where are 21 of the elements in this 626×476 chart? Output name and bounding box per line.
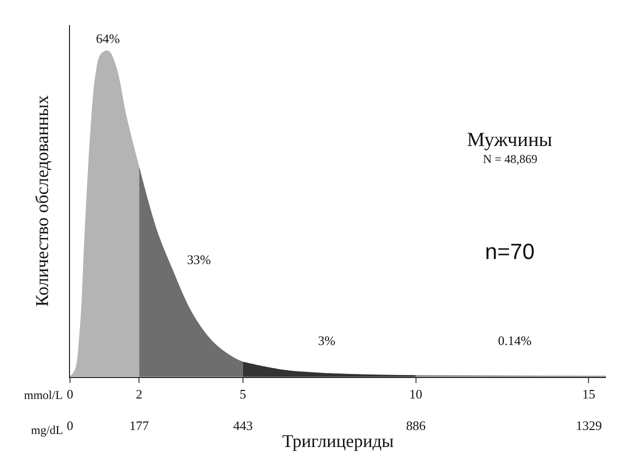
x2-tick-label: 1329: [576, 418, 602, 433]
x2-tick-label: 886: [406, 418, 426, 433]
annotation: N = 48,869: [483, 152, 538, 166]
x2-tick-label: 177: [129, 418, 150, 433]
text: mmol/L: [24, 388, 63, 402]
x-tick-label: 2: [136, 386, 142, 402]
y-axis-title: Количество обследованных: [32, 95, 52, 307]
x-tick-label: 0: [66, 386, 74, 402]
annotation: 0.14%: [498, 333, 532, 348]
annotation: 3%: [318, 333, 336, 348]
x-tick-label: 10: [409, 386, 422, 402]
x2-tick-label: 443: [233, 418, 253, 433]
annotation: Мужчины: [467, 129, 552, 151]
annotation: n=70: [485, 239, 535, 264]
text: 64%: [96, 31, 120, 46]
x-axis-title: Триглицериды: [282, 431, 394, 452]
x-tick-label: 15: [582, 386, 596, 402]
text: mg/dL: [31, 423, 63, 437]
x-tick-label: 5: [240, 386, 246, 402]
annotation: 33%: [187, 252, 211, 267]
x2-tick-label: 0: [66, 418, 74, 433]
